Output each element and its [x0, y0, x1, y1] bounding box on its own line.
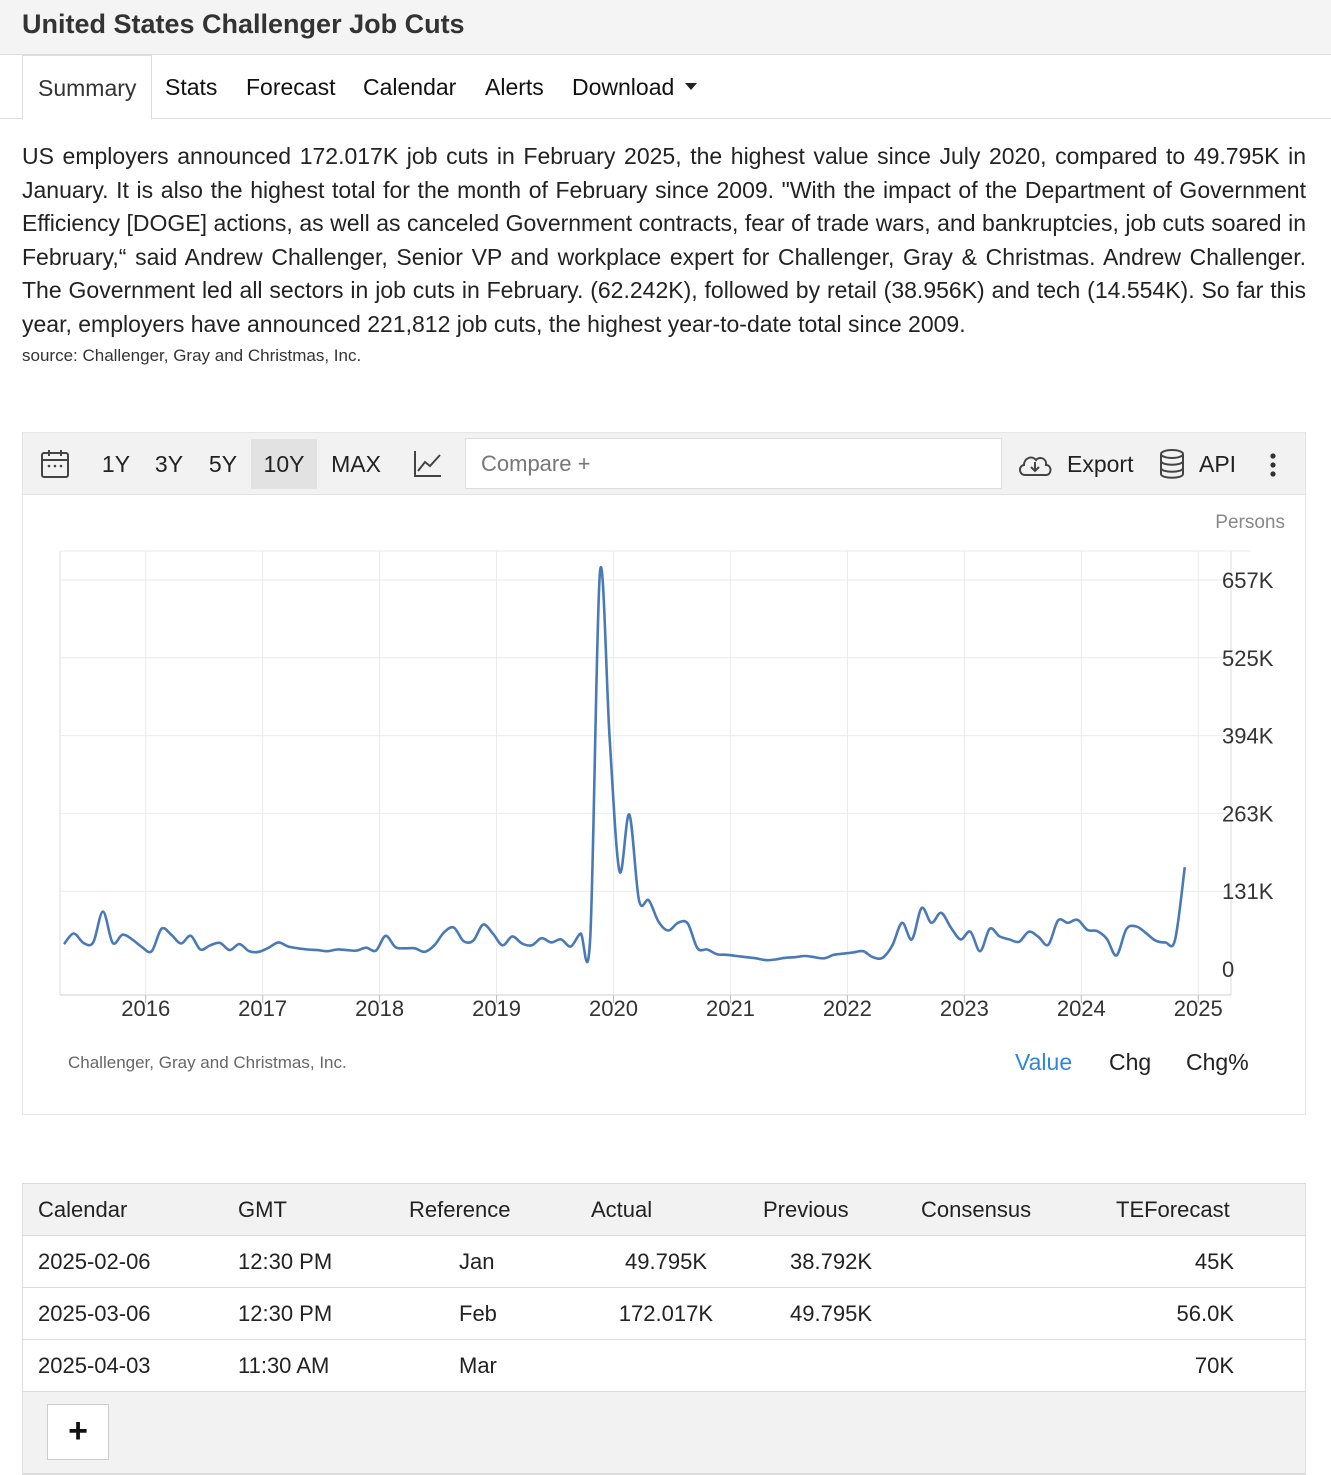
cell-time: 12:30 PM — [238, 1301, 333, 1326]
y-tick-label: 525K — [1222, 646, 1274, 671]
y-tick-label: 263K — [1222, 801, 1274, 826]
add-button[interactable]: + — [47, 1404, 109, 1460]
x-tick-label: 2021 — [706, 996, 755, 1021]
x-tick-label: 2025 — [1174, 996, 1223, 1021]
cell-reference: Jan — [459, 1249, 495, 1274]
compare-input[interactable]: Compare + — [465, 438, 1002, 489]
series-line[interactable] — [62, 566, 1187, 964]
tab-calendar[interactable]: Calendar — [363, 74, 457, 100]
header-gmt: GMT — [238, 1197, 287, 1222]
api-button[interactable]: API — [1199, 451, 1237, 477]
database-icon[interactable] — [1159, 448, 1185, 480]
header-previous: Previous — [763, 1197, 849, 1222]
x-tick-label: 2018 — [355, 996, 404, 1021]
cell-previous: 49.795K — [790, 1301, 872, 1326]
cell-teforecast: 56.0K — [1176, 1301, 1235, 1326]
page-title: United States Challenger Job Cuts — [22, 9, 465, 39]
chart-card: 1Y 3Y 5Y 10Y MAX Compare + Export API Pe… — [22, 432, 1306, 1115]
table-row: 2025-03-06 12:30 PM Feb 172.017K 49.795K… — [23, 1288, 1305, 1340]
x-tick-label: 2023 — [940, 996, 989, 1021]
calendar-icon[interactable] — [40, 448, 70, 480]
unit-label: Persons — [1215, 512, 1285, 533]
cell-actual: 172.017K — [618, 1301, 713, 1326]
summary-text: US employers announced 172.017K job cuts… — [22, 143, 1306, 337]
header-actual: Actual — [591, 1197, 653, 1222]
tab-alerts[interactable]: Alerts — [485, 74, 544, 100]
y-tick-label: 657K — [1222, 568, 1274, 593]
period-max[interactable]: MAX — [331, 451, 381, 477]
cloud-download-icon[interactable] — [1016, 451, 1054, 479]
header-reference: Reference — [409, 1197, 511, 1222]
table-row: 2025-04-03 11:30 AM Mar 70K — [23, 1340, 1305, 1392]
header-teforecast: TEForecast — [1116, 1197, 1230, 1222]
x-tick-label: 2024 — [1057, 996, 1106, 1021]
toggle-value[interactable]: Value — [1015, 1049, 1073, 1075]
x-tick-label: 2022 — [823, 996, 872, 1021]
cell-previous: 38.792K — [790, 1249, 872, 1274]
x-tick-label: 2016 — [121, 996, 170, 1021]
line-chart-icon[interactable] — [413, 449, 443, 479]
x-tick-label: 2020 — [589, 996, 638, 1021]
calendar-table: Calendar GMT Reference Actual Previous C… — [22, 1183, 1306, 1475]
tab-download-label: Download — [572, 74, 675, 100]
nav-tabs: Summary Stats Forecast Calendar Alerts D… — [0, 55, 1331, 120]
calendar-header-row: Calendar GMT Reference Actual Previous C… — [23, 1184, 1305, 1236]
more-vertical-icon[interactable] — [1269, 452, 1277, 478]
period-5y[interactable]: 5Y — [208, 451, 238, 477]
x-tick-label: 2017 — [238, 996, 287, 1021]
caret-down-icon — [685, 83, 698, 91]
tab-stats[interactable]: Stats — [165, 74, 218, 100]
tab-download[interactable]: Download — [572, 55, 698, 119]
toggle-chg-pct[interactable]: Chg% — [1186, 1049, 1249, 1075]
y-axis-ticks: 0 131K 263K 394K 525K 657K — [1222, 568, 1274, 982]
page-header: United States Challenger Job Cuts — [0, 0, 1331, 55]
tab-forecast[interactable]: Forecast — [246, 74, 336, 100]
y-tick-label: 131K — [1222, 879, 1274, 904]
cell-date: 2025-04-03 — [38, 1353, 151, 1378]
table-row: 2025-02-06 12:30 PM Jan 49.795K 38.792K … — [23, 1236, 1305, 1288]
y-tick-label: 0 — [1222, 957, 1234, 982]
summary-source: source: Challenger, Gray and Christmas, … — [22, 346, 362, 365]
period-10y[interactable]: 10Y — [251, 439, 317, 489]
x-tick-label: 2019 — [472, 996, 521, 1021]
cell-teforecast: 45K — [1194, 1249, 1234, 1274]
x-axis-ticks: 2016 2017 2018 2019 2020 2021 2022 2023 2024 2025 — [121, 996, 1222, 1021]
cell-reference: Feb — [459, 1301, 497, 1326]
calendar-footer: + — [23, 1392, 1305, 1474]
cell-date: 2025-02-06 — [38, 1249, 151, 1274]
y-tick-label: 394K — [1222, 724, 1274, 749]
export-button[interactable]: Export — [1067, 451, 1134, 477]
cell-actual: 49.795K — [625, 1249, 707, 1274]
period-3y[interactable]: 3Y — [154, 451, 184, 477]
cell-teforecast: 70K — [1194, 1353, 1234, 1378]
chart-toolbar: 1Y 3Y 5Y 10Y MAX Compare + Export API — [23, 433, 1305, 495]
cell-time: 12:30 PM — [238, 1249, 333, 1274]
chart-source: Challenger, Gray and Christmas, Inc. — [68, 1053, 347, 1072]
job-cuts-line-chart: Persons 2016 2017 2018 2019 2020 2021 2022 2023… — [59, 512, 1285, 1021]
cell-date: 2025-03-06 — [38, 1301, 151, 1326]
toggle-chg[interactable]: Chg — [1109, 1049, 1152, 1075]
header-calendar: Calendar — [38, 1197, 128, 1222]
tab-summary[interactable]: Summary — [22, 55, 153, 120]
period-1y[interactable]: 1Y — [101, 451, 131, 477]
cell-reference: Mar — [459, 1353, 497, 1378]
cell-time: 11:30 AM — [238, 1353, 330, 1378]
header-consensus: Consensus — [921, 1197, 1032, 1222]
grid-vertical — [59, 551, 1232, 1003]
grid-horizontal — [60, 550, 1251, 892]
